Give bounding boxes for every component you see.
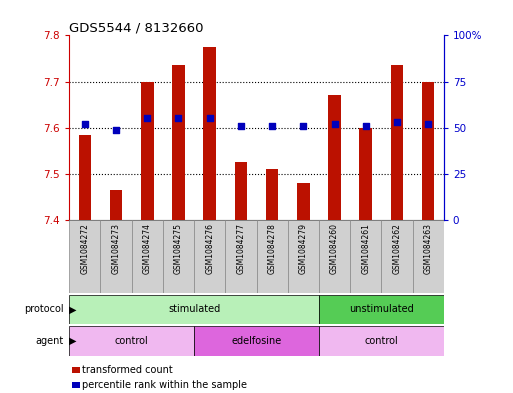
Text: GDS5544 / 8132660: GDS5544 / 8132660 [69, 21, 204, 34]
Point [206, 116, 214, 122]
Point [393, 119, 401, 125]
Text: edelfosine: edelfosine [231, 336, 282, 346]
Text: GSM1084274: GSM1084274 [143, 223, 152, 274]
Text: control: control [115, 336, 149, 346]
Bar [288, 220, 319, 293]
Bar [225, 220, 256, 293]
Text: GSM1084277: GSM1084277 [236, 223, 245, 274]
Point [81, 121, 89, 127]
Bar [319, 295, 444, 324]
Bar [256, 220, 288, 293]
Bar [266, 169, 279, 220]
Text: ▶: ▶ [69, 336, 76, 346]
Point [174, 116, 183, 122]
Bar [391, 65, 403, 220]
Bar [78, 135, 91, 220]
Bar [422, 81, 435, 220]
Text: percentile rank within the sample: percentile rank within the sample [82, 380, 247, 390]
Text: GSM1084260: GSM1084260 [330, 223, 339, 274]
Text: GSM1084262: GSM1084262 [392, 223, 402, 274]
Text: GSM1084276: GSM1084276 [205, 223, 214, 274]
Bar [141, 81, 153, 220]
Point [424, 121, 432, 127]
Point [299, 123, 307, 129]
Point [330, 121, 339, 127]
Bar [360, 128, 372, 220]
Bar [101, 220, 132, 293]
Text: transformed count: transformed count [82, 365, 173, 375]
Bar [412, 220, 444, 293]
Text: GSM1084278: GSM1084278 [268, 223, 277, 274]
Bar [172, 65, 185, 220]
Text: control: control [364, 336, 398, 346]
Bar [194, 220, 225, 293]
Bar [69, 295, 319, 324]
Text: protocol: protocol [25, 305, 64, 314]
Point [362, 123, 370, 129]
Bar [132, 220, 163, 293]
Bar [319, 326, 444, 356]
Bar [204, 47, 216, 220]
Text: GSM1084275: GSM1084275 [174, 223, 183, 274]
Bar [381, 220, 412, 293]
Text: agent: agent [36, 336, 64, 346]
Bar [328, 95, 341, 220]
Text: GSM1084279: GSM1084279 [299, 223, 308, 274]
Point [237, 123, 245, 129]
Text: GSM1084273: GSM1084273 [111, 223, 121, 274]
Bar [69, 326, 194, 356]
Text: GSM1084263: GSM1084263 [424, 223, 432, 274]
Bar [69, 220, 101, 293]
Text: unstimulated: unstimulated [349, 305, 413, 314]
Bar [319, 220, 350, 293]
Bar [163, 220, 194, 293]
Text: ▶: ▶ [69, 305, 76, 314]
Text: stimulated: stimulated [168, 305, 220, 314]
Bar [297, 183, 309, 220]
Text: GSM1084261: GSM1084261 [361, 223, 370, 274]
Point [143, 116, 151, 122]
Point [268, 123, 276, 129]
Point [112, 127, 120, 133]
Text: GSM1084272: GSM1084272 [81, 223, 89, 274]
Bar [234, 162, 247, 220]
Bar [350, 220, 381, 293]
Bar [110, 190, 122, 220]
Bar [194, 326, 319, 356]
